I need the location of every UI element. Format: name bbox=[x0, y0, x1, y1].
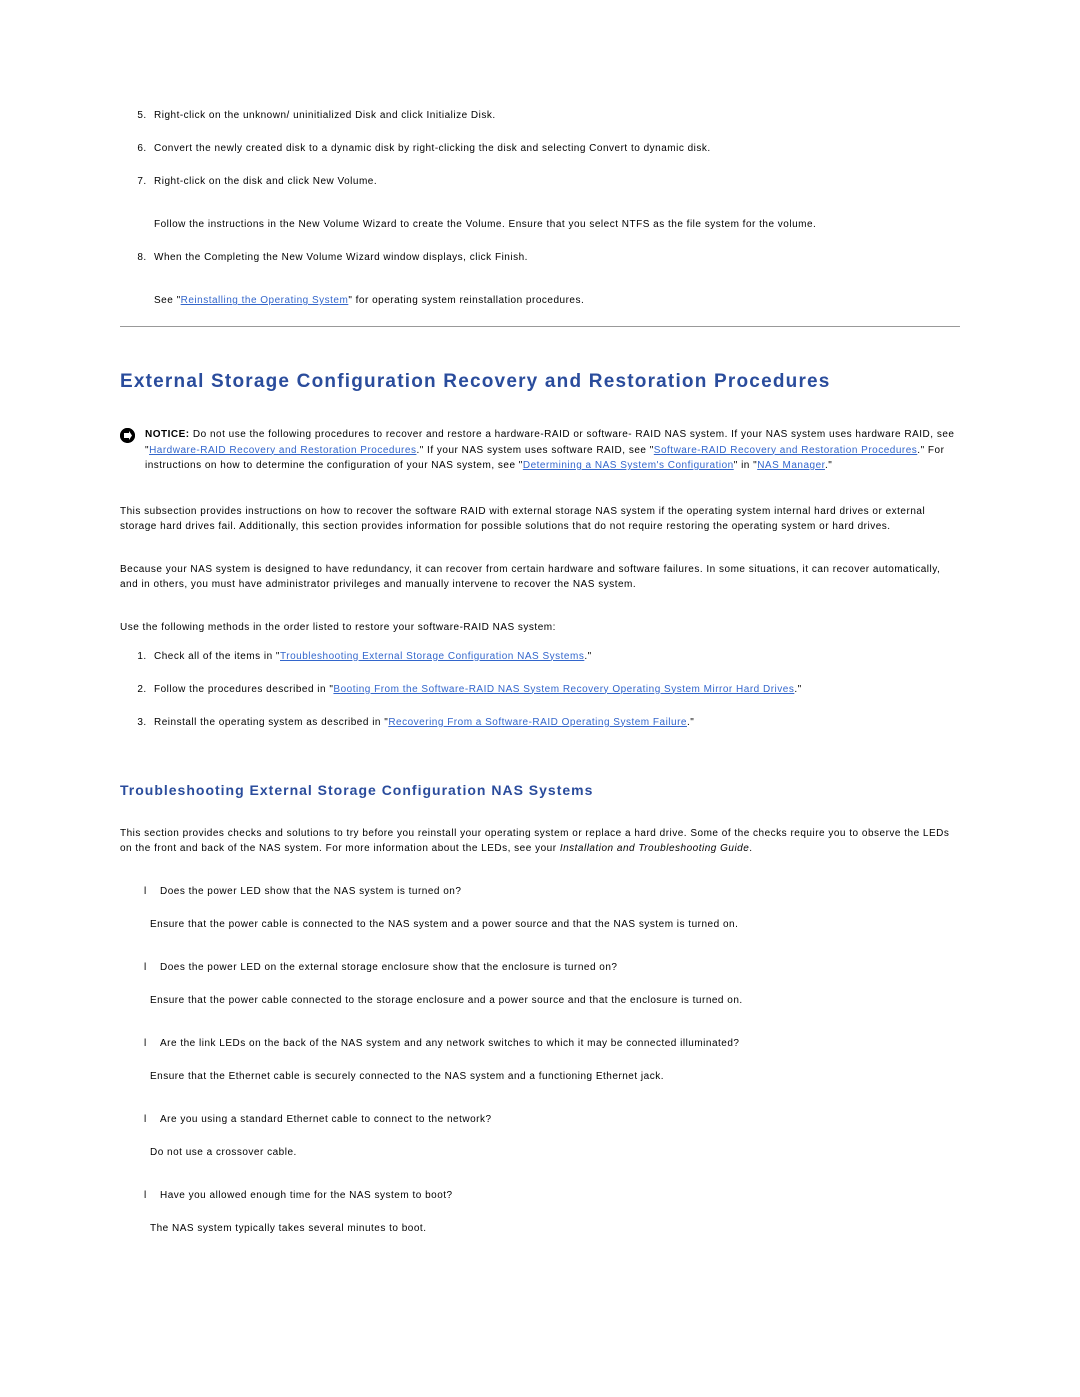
recover-link[interactable]: Recovering From a Software-RAID Operatin… bbox=[388, 717, 687, 728]
hw-raid-link[interactable]: Hardware-RAID Recovery and Restoration P… bbox=[149, 445, 416, 456]
step-text: Right-click on the disk and click New Vo… bbox=[154, 176, 377, 187]
troubleshoot-link[interactable]: Troubleshooting External Storage Configu… bbox=[280, 651, 584, 662]
notice-label: NOTICE: bbox=[145, 429, 190, 440]
step-8: When the Completing the New Volume Wizar… bbox=[150, 250, 960, 265]
steps-list-continued-2: When the Completing the New Volume Wizar… bbox=[120, 250, 960, 265]
t: ." If your NAS system uses software RAID… bbox=[416, 445, 653, 456]
t: This section provides checks and solutio… bbox=[120, 828, 949, 854]
boot-mirror-link[interactable]: Booting From the Software-RAID NAS Syste… bbox=[333, 684, 794, 695]
step-5: Right-click on the unknown/ uninitialize… bbox=[150, 108, 960, 123]
method-2: Follow the procedures described in "Boot… bbox=[150, 682, 960, 697]
reinstall-os-link[interactable]: Reinstalling the Operating System bbox=[181, 295, 349, 306]
method-3: Reinstall the operating system as descri… bbox=[150, 715, 960, 730]
check-q3: Are the link LEDs on the back of the NAS… bbox=[150, 1036, 960, 1051]
check-list: Are you using a standard Ethernet cable … bbox=[120, 1112, 960, 1127]
section-divider bbox=[120, 326, 960, 327]
check-q1: Does the power LED show that the NAS sys… bbox=[150, 884, 960, 899]
check-a5: The NAS system typically takes several m… bbox=[150, 1221, 960, 1236]
step-8-sub: See "Reinstalling the Operating System" … bbox=[154, 293, 960, 308]
steps-list-continued: Right-click on the unknown/ uninitialize… bbox=[120, 108, 960, 189]
config-link[interactable]: Determining a NAS System's Configuration bbox=[523, 460, 734, 471]
check-a2: Ensure that the power cable connected to… bbox=[150, 993, 960, 1008]
t: Follow the procedures described in " bbox=[154, 684, 333, 695]
check-q4: Are you using a standard Ethernet cable … bbox=[150, 1112, 960, 1127]
paragraph: Because your NAS system is designed to h… bbox=[120, 562, 960, 592]
subsection-title: Troubleshooting External Storage Configu… bbox=[120, 782, 960, 798]
check-list: Have you allowed enough time for the NAS… bbox=[120, 1188, 960, 1203]
notice-text: NOTICE: Do not use the following procedu… bbox=[145, 427, 960, 474]
nas-manager-link[interactable]: NAS Manager bbox=[757, 460, 825, 471]
check-a3: Ensure that the Ethernet cable is secure… bbox=[150, 1069, 960, 1084]
methods-list: Check all of the items in "Troubleshooti… bbox=[120, 649, 960, 730]
step-7-sub: Follow the instructions in the New Volum… bbox=[154, 217, 960, 232]
check-list: Does the power LED on the external stora… bbox=[120, 960, 960, 975]
paragraph: This subsection provides instructions on… bbox=[120, 504, 960, 534]
check-a1: Ensure that the power cable is connected… bbox=[150, 917, 960, 932]
guide-title: Installation and Troubleshooting Guide bbox=[560, 843, 749, 854]
step-text: Right-click on the unknown/ uninitialize… bbox=[154, 110, 496, 121]
notice-icon bbox=[120, 428, 135, 443]
t: ." bbox=[794, 684, 801, 695]
notice-block: NOTICE: Do not use the following procedu… bbox=[120, 427, 960, 474]
paragraph: Use the following methods in the order l… bbox=[120, 620, 960, 635]
step-6: Convert the newly created disk to a dyna… bbox=[150, 141, 960, 156]
method-1: Check all of the items in "Troubleshooti… bbox=[150, 649, 960, 664]
check-q5: Have you allowed enough time for the NAS… bbox=[150, 1188, 960, 1203]
t: " in " bbox=[734, 460, 757, 471]
check-a4: Do not use a crossover cable. bbox=[150, 1145, 960, 1160]
t: Check all of the items in " bbox=[154, 651, 280, 662]
text: See " bbox=[154, 295, 181, 306]
t: . bbox=[749, 843, 752, 854]
t: ." bbox=[825, 460, 832, 471]
ts-intro: This section provides checks and solutio… bbox=[120, 826, 960, 856]
section-title: External Storage Configuration Recovery … bbox=[120, 371, 960, 393]
t: ." bbox=[687, 717, 694, 728]
t: Reinstall the operating system as descri… bbox=[154, 717, 388, 728]
step-text: Convert the newly created disk to a dyna… bbox=[154, 143, 711, 154]
t: ." bbox=[584, 651, 591, 662]
check-list: Are the link LEDs on the back of the NAS… bbox=[120, 1036, 960, 1051]
sw-raid-link[interactable]: Software-RAID Recovery and Restoration P… bbox=[654, 445, 918, 456]
step-text: When the Completing the New Volume Wizar… bbox=[154, 252, 528, 263]
text: " for operating system reinstallation pr… bbox=[348, 295, 584, 306]
document-page: Right-click on the unknown/ uninitialize… bbox=[0, 0, 1080, 1397]
check-list: Does the power LED show that the NAS sys… bbox=[120, 884, 960, 899]
check-q2: Does the power LED on the external stora… bbox=[150, 960, 960, 975]
step-7: Right-click on the disk and click New Vo… bbox=[150, 174, 960, 189]
